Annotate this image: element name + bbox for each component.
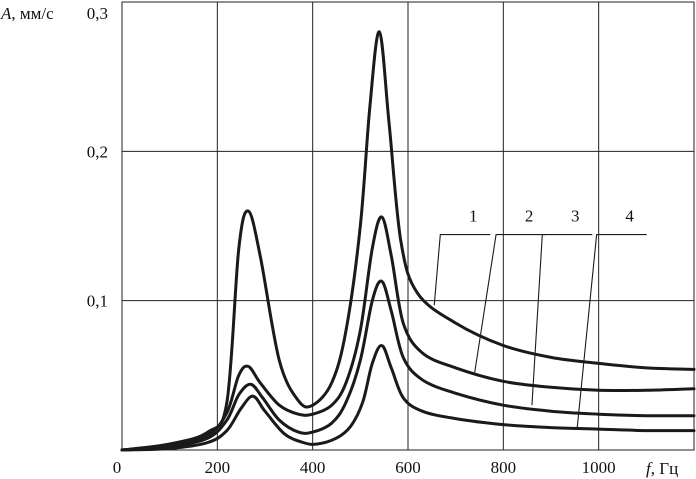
x-tick-label: 0 bbox=[113, 458, 122, 477]
y-tick-label: 0,1 bbox=[87, 292, 108, 311]
series-label-4: 4 bbox=[625, 207, 634, 226]
y-tick-label: 0,3 bbox=[87, 4, 108, 23]
y-axis-label: A, мм/с bbox=[0, 4, 54, 23]
tick-layer: 0 200 400 600 800 1000 0,1 0,2 0,3 bbox=[87, 4, 616, 477]
y-axis-variable: A bbox=[0, 4, 12, 23]
leader-line-3 bbox=[531, 233, 593, 406]
series-line-4 bbox=[120, 344, 696, 452]
x-tick-label: 800 bbox=[491, 458, 517, 477]
y-tick-label: 0,2 bbox=[87, 142, 108, 161]
series-label-2: 2 bbox=[525, 207, 534, 226]
series-label-1: 1 bbox=[469, 207, 478, 226]
series-line-3 bbox=[120, 279, 696, 452]
x-tick-label: 600 bbox=[395, 458, 421, 477]
series-line-1 bbox=[120, 30, 696, 452]
y-axis-unit: , мм/с bbox=[11, 4, 54, 23]
leader-line-4 bbox=[576, 233, 647, 428]
x-axis-variable: f bbox=[646, 459, 653, 478]
series-line-2 bbox=[120, 215, 696, 452]
x-tick-label: 400 bbox=[300, 458, 326, 477]
grid-layer bbox=[122, 1, 694, 450]
leader-line-1 bbox=[433, 233, 491, 306]
leader-layer: 1 2 3 4 bbox=[433, 207, 647, 428]
x-axis-unit: , Гц bbox=[651, 459, 678, 478]
leader-line-2 bbox=[474, 233, 547, 373]
series-label-3: 3 bbox=[571, 207, 580, 226]
x-axis-label: f, Гц bbox=[646, 459, 678, 478]
x-tick-label: 200 bbox=[205, 458, 231, 477]
plot-frame bbox=[121, 1, 695, 451]
x-tick-label: 1000 bbox=[582, 458, 616, 477]
series-layer bbox=[120, 30, 696, 452]
